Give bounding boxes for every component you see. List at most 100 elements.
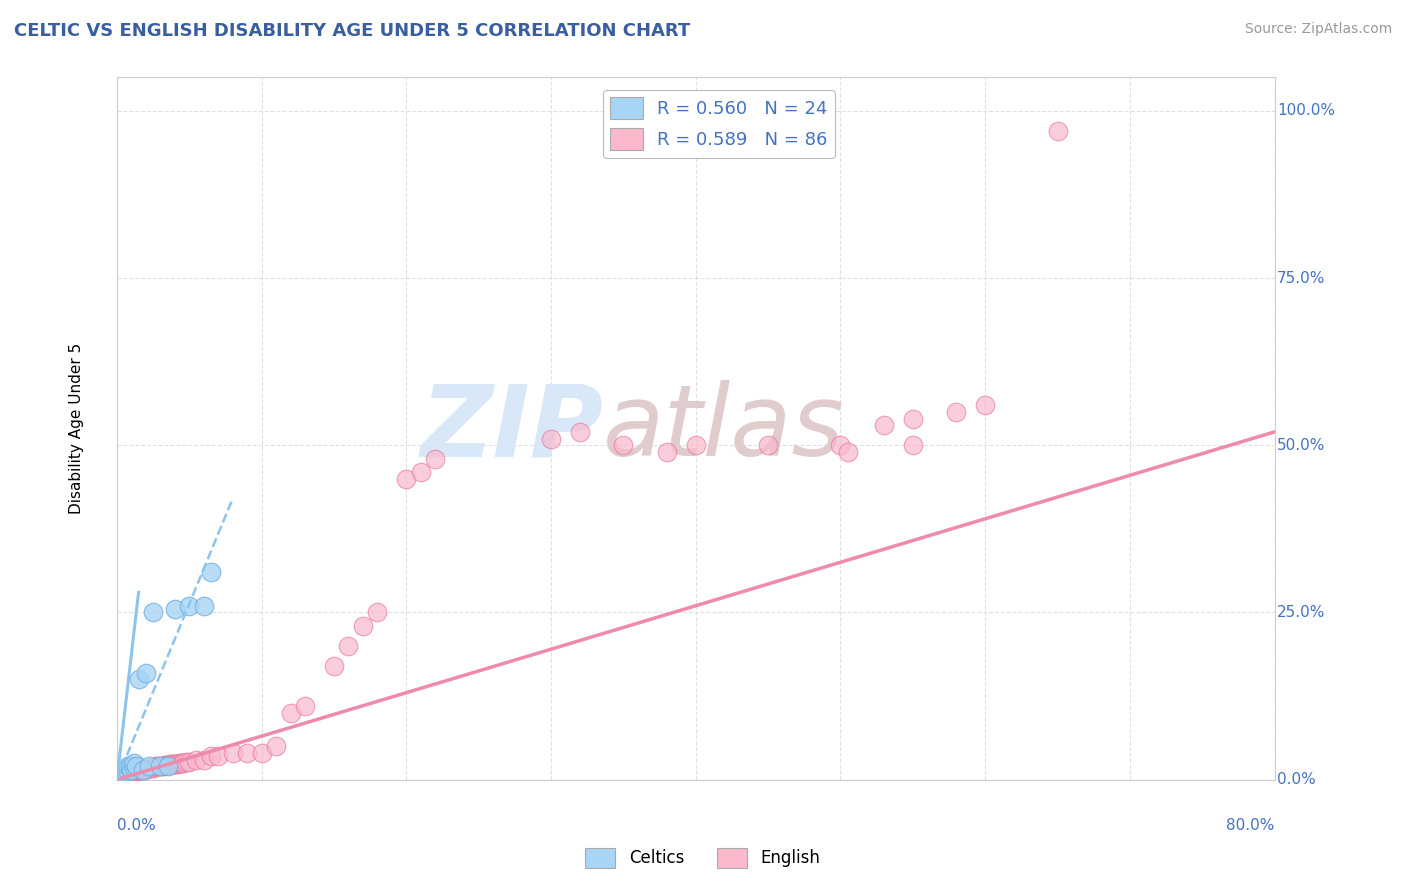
Point <box>165 756 187 771</box>
Point <box>120 763 142 777</box>
Point <box>901 411 924 425</box>
Point <box>135 762 157 776</box>
Point <box>115 766 138 780</box>
Point <box>110 766 132 780</box>
Point <box>540 432 562 446</box>
Point <box>111 766 134 780</box>
Point <box>830 438 852 452</box>
Point <box>974 398 997 412</box>
Text: 100.0%: 100.0% <box>1277 103 1334 119</box>
Point <box>132 763 155 777</box>
Point <box>121 764 143 778</box>
Point <box>170 756 193 770</box>
Point <box>200 749 222 764</box>
Point <box>110 769 132 783</box>
Point <box>160 757 183 772</box>
Point <box>131 763 153 777</box>
Point <box>156 758 179 772</box>
Point <box>120 764 142 778</box>
Point <box>159 757 181 772</box>
Point <box>409 465 432 479</box>
Point <box>112 766 135 780</box>
Point <box>685 438 707 452</box>
Point <box>655 445 678 459</box>
Point <box>156 759 179 773</box>
Point <box>280 706 302 720</box>
Point <box>945 405 967 419</box>
Point <box>612 438 634 452</box>
Point <box>115 766 138 780</box>
Point <box>172 756 194 770</box>
Point <box>118 759 141 773</box>
Point <box>121 759 143 773</box>
Point <box>146 759 169 773</box>
Point <box>901 438 924 452</box>
Point <box>114 767 136 781</box>
Point <box>111 769 134 783</box>
Point <box>114 764 136 779</box>
Text: atlas: atlas <box>603 380 845 477</box>
Point <box>125 764 148 778</box>
Point <box>118 765 141 780</box>
Point <box>132 763 155 777</box>
Point <box>323 659 346 673</box>
Point <box>125 759 148 773</box>
Legend: R = 0.560   N = 24, R = 0.589   N = 86: R = 0.560 N = 24, R = 0.589 N = 86 <box>603 90 835 158</box>
Point <box>138 759 160 773</box>
Point <box>157 758 180 772</box>
Point <box>111 769 134 783</box>
Point <box>108 770 131 784</box>
Point <box>127 764 149 778</box>
Point <box>264 739 287 754</box>
Text: 75.0%: 75.0% <box>1277 270 1326 285</box>
Point <box>837 445 859 459</box>
Point <box>294 699 316 714</box>
Point <box>152 758 174 772</box>
Text: 80.0%: 80.0% <box>1226 818 1275 833</box>
Point <box>207 749 229 764</box>
Point <box>352 619 374 633</box>
Point <box>395 472 418 486</box>
Point <box>122 756 145 770</box>
Point <box>169 756 191 770</box>
Point <box>117 766 139 780</box>
Text: 25.0%: 25.0% <box>1277 605 1326 620</box>
Point <box>176 756 198 770</box>
Text: 0.0%: 0.0% <box>1277 772 1316 787</box>
Point <box>568 425 591 439</box>
Point <box>167 756 190 770</box>
Point <box>193 599 215 613</box>
Point <box>142 606 165 620</box>
Point <box>179 599 201 613</box>
Point <box>122 764 145 778</box>
Point <box>163 602 186 616</box>
Point <box>193 753 215 767</box>
Point <box>145 759 167 773</box>
Point <box>221 746 243 760</box>
Point <box>200 566 222 580</box>
Point <box>873 418 896 433</box>
Point <box>128 673 150 687</box>
Point <box>136 762 159 776</box>
Point <box>150 759 173 773</box>
Point <box>112 767 135 781</box>
Point <box>117 759 139 773</box>
Point <box>114 766 136 780</box>
Point <box>110 770 132 784</box>
Point <box>118 764 141 779</box>
Point <box>120 764 142 779</box>
Point <box>112 763 135 777</box>
Point <box>756 438 779 452</box>
Point <box>236 746 259 760</box>
Point <box>162 756 184 771</box>
Point <box>425 451 447 466</box>
Text: ZIP: ZIP <box>420 380 603 477</box>
Point <box>117 765 139 780</box>
Text: 0.0%: 0.0% <box>117 818 156 833</box>
Text: 50.0%: 50.0% <box>1277 438 1326 453</box>
Point <box>149 759 172 773</box>
Point <box>149 759 172 773</box>
Point <box>153 758 176 772</box>
Point <box>250 746 273 760</box>
Point <box>1046 124 1069 138</box>
